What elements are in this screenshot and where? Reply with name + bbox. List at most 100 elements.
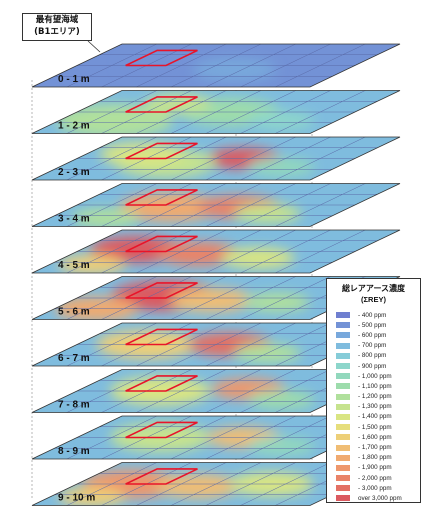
concentration-heatmap (99, 142, 315, 177)
legend-subtitle: (ΣREY) (361, 295, 386, 304)
legend-list: - 400 ppm - 500 ppm - 600 ppm - 700 ppm - 80… (327, 310, 420, 504)
legend-item: - 1,500 ppm (336, 422, 420, 432)
legend-label: - 500 ppm (358, 321, 387, 329)
legend-swatch (336, 393, 350, 400)
heat-blob (248, 111, 315, 131)
legend-label: - 800 ppm (358, 352, 387, 360)
layer-outline (31, 229, 401, 274)
legend-label: - 1,100 ppm (358, 382, 392, 390)
depth-layer: 8 - 9 m (31, 415, 401, 460)
depth-layer: 0 - 1 m (31, 43, 401, 88)
layer-outline (31, 43, 401, 88)
layer-depth-label: 5 - 6 m (58, 307, 90, 318)
legend-label: - 1,400 ppm (358, 413, 392, 421)
legend-swatch (336, 352, 350, 359)
legend-item: - 1,200 ppm (336, 392, 420, 402)
layer-depth-label: 1 - 2 m (58, 121, 90, 132)
legend-item: - 500 ppm (336, 320, 420, 330)
depth-layer: 5 - 6 m (31, 276, 401, 320)
depth-layer: 4 - 5 m (31, 229, 401, 274)
legend-label: - 1,700 ppm (358, 444, 392, 452)
legend-label: - 1,600 ppm (358, 433, 392, 441)
layer-depth-label: 9 - 10 m (58, 493, 95, 504)
legend-item: - 1,800 ppm (336, 453, 420, 463)
b1-area-box (125, 49, 198, 67)
legend-swatch (336, 413, 350, 420)
b1-area-box (125, 375, 198, 392)
callout-pointer (87, 40, 101, 53)
b1-area-box (125, 282, 198, 299)
legend-label: - 1,000 ppm (358, 372, 392, 380)
legend-swatch (336, 495, 350, 502)
legend-label: - 1,300 ppm (358, 403, 392, 411)
legend-swatch (336, 403, 350, 410)
legend-swatch (336, 332, 350, 339)
legend-item: - 1,700 ppm (336, 442, 420, 452)
legend-label: - 1,200 ppm (358, 393, 392, 401)
heat-blob (193, 57, 277, 82)
legend-item: - 400 ppm (336, 310, 420, 320)
legend-swatch (336, 475, 350, 482)
heat-blob (155, 474, 240, 498)
heat-blob (99, 142, 184, 167)
legend-swatch (336, 312, 350, 319)
legend-label: - 900 ppm (358, 362, 387, 370)
layer-depth-label: 2 - 3 m (58, 167, 90, 178)
legend-item: - 1,400 ppm (336, 412, 420, 422)
b1-area-box (125, 328, 198, 346)
legend-item: - 900 ppm (336, 361, 420, 371)
legend-item: - 1,000 ppm (336, 371, 420, 381)
heat-blob (248, 157, 315, 177)
legend-swatch (336, 434, 350, 441)
concentration-legend: 総レアアース濃度 (ΣREY) - 400 ppm - 500 ppm - 600 … (326, 278, 421, 503)
b1-area-box (125, 235, 198, 253)
layer-outline (31, 90, 401, 134)
depth-layer: 9 - 10 m (31, 462, 401, 506)
legend-swatch (336, 454, 350, 461)
legend-label: - 2,000 ppm (358, 474, 392, 482)
callout-title: 最有望海域 (35, 15, 79, 25)
legend-item: over 3,000 ppm (336, 493, 420, 503)
depth-layer: 7 - 8 m (31, 369, 401, 413)
depth-layer: 2 - 3 m (31, 136, 401, 181)
legend-swatch (336, 322, 350, 329)
legend-swatch (336, 373, 350, 380)
legend-swatch (336, 424, 350, 431)
legend-item: - 800 ppm (336, 351, 420, 361)
legend-item: - 600 ppm (336, 330, 420, 340)
heat-blob (248, 390, 315, 410)
legend-item: - 1,600 ppm (336, 432, 420, 442)
b1-area-box (125, 142, 198, 160)
layer-depth-label: 3 - 4 m (58, 214, 90, 225)
callout-subtitle: (B1エリア) (34, 27, 80, 37)
heat-blob (248, 436, 315, 456)
b1-area-box (125, 96, 198, 113)
legend-label: - 600 ppm (358, 331, 387, 339)
layer-depth-label: 8 - 9 m (58, 446, 90, 457)
heat-blob (155, 241, 240, 266)
legend-label: - 400 ppm (358, 311, 387, 319)
legend-item: - 1,900 ppm (336, 463, 420, 473)
heat-blob (72, 208, 139, 227)
layer-outline (31, 183, 401, 227)
legend-label: - 1,500 ppm (358, 423, 392, 431)
legend-item: - 3,000 ppm (336, 483, 420, 493)
callout-b1-area: 最有望海域 (B1エリア) (22, 13, 92, 41)
depth-layer: 1 - 2 m (31, 90, 401, 134)
legend-label: over 3,000 ppm (358, 494, 402, 502)
heat-blob (221, 247, 295, 269)
legend-label: - 1,800 ppm (358, 454, 392, 462)
legend-label: - 700 ppm (358, 342, 387, 350)
legend-label: - 3,000 ppm (358, 484, 392, 492)
b1-area-box (125, 189, 198, 206)
legend-swatch (336, 485, 350, 492)
legend-swatch (336, 444, 350, 451)
layer-depth-label: 4 - 5 m (58, 260, 90, 271)
layer-depth-label: 7 - 8 m (58, 400, 90, 411)
legend-swatch (336, 383, 350, 390)
b1-area-box (125, 421, 198, 439)
legend-swatch (336, 464, 350, 471)
layer-outline (31, 136, 401, 181)
layer-depth-label: 0 - 1 m (58, 74, 90, 85)
